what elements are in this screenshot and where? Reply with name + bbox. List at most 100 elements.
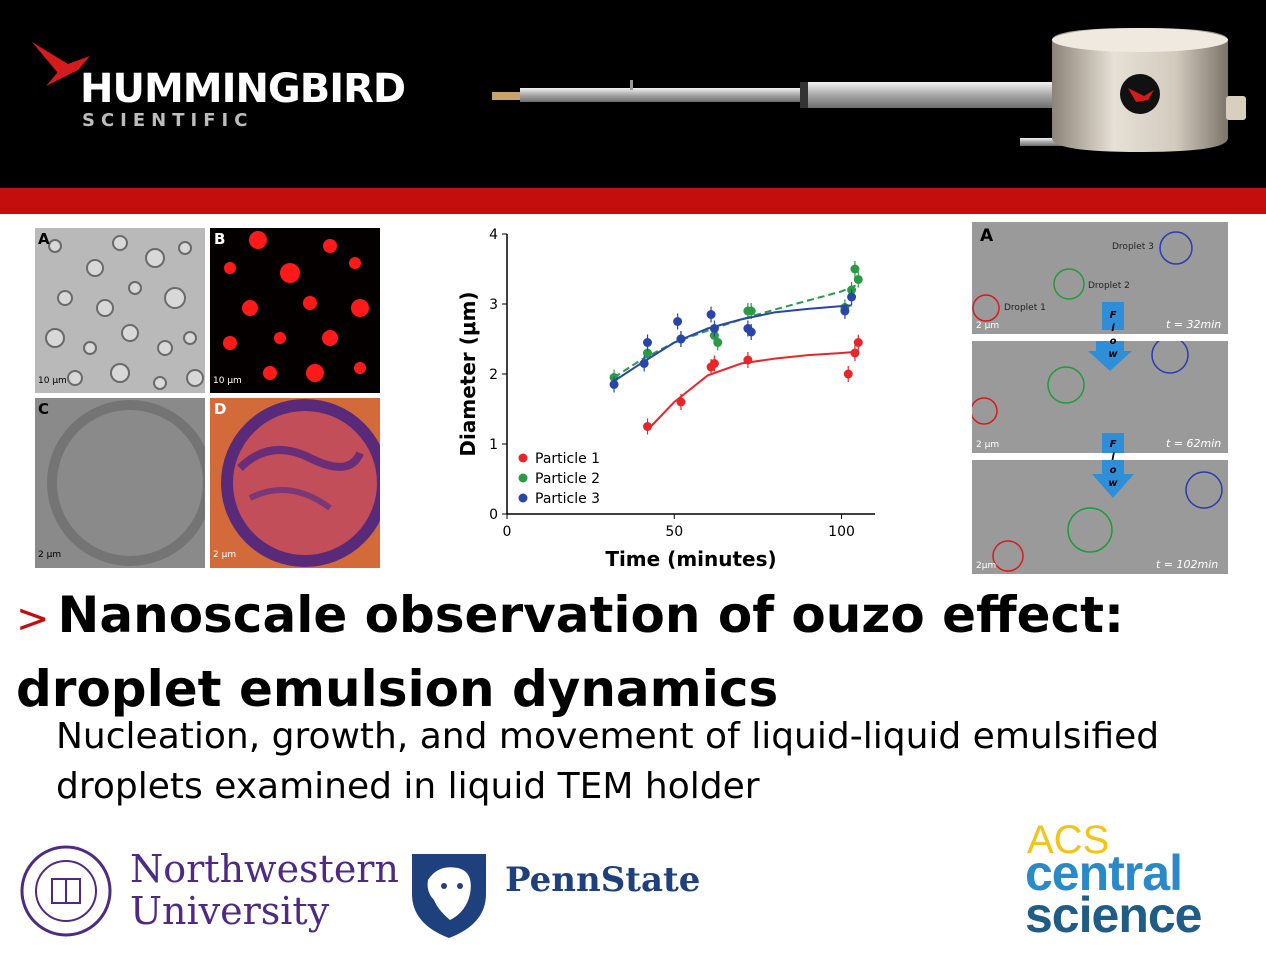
bullet-chevron-icon: > (16, 596, 50, 642)
flow-frame-2: t = 62min 2 μm (972, 341, 1228, 453)
flow-letter: o (1109, 336, 1117, 347)
data-point (746, 327, 756, 337)
x-axis-label: Time (minutes) (605, 547, 776, 571)
northwestern-logo: Northwestern University (130, 848, 399, 932)
frame-time-label: t = 62min (1166, 437, 1222, 450)
data-point (850, 264, 860, 274)
panel-label: A (980, 226, 994, 246)
micrograph-panel-b: B 10 μm (210, 228, 380, 393)
data-point (746, 306, 756, 316)
frame-time-label: t = 102min (1156, 558, 1219, 571)
data-point (853, 275, 863, 284)
droplet-label-1: Droplet 1 (1004, 303, 1046, 313)
micrograph-panel-d: D 2 μm (210, 398, 380, 568)
brand-subname: SCIENTIFIC (82, 110, 254, 131)
legend-entry: Particle 3 (535, 491, 600, 507)
panel-label: A (38, 230, 50, 248)
flow-letter: F (1109, 439, 1117, 450)
accent-bar (0, 188, 1266, 214)
legend-marker (518, 493, 528, 503)
flow-frame-3: t = 102min 2μm (972, 460, 1228, 574)
droplet-micrograph-image (45, 235, 204, 390)
flow-letter: l (1111, 452, 1115, 463)
tem-droplet-colormap-image (221, 399, 380, 567)
flow-letter: w (1108, 478, 1118, 489)
data-point (643, 348, 653, 358)
data-point (676, 334, 686, 344)
scale-bar-label: 2 μm (976, 321, 1000, 331)
legend-entry: Particle 1 (535, 451, 600, 467)
acs-line-1: ACS (1027, 818, 1110, 862)
scale-bar-label: 10 μm (213, 376, 242, 386)
nu-line-1: Northwestern (130, 847, 399, 891)
fluorescence-image (223, 231, 369, 382)
acs-line-3: science (1025, 887, 1202, 943)
y-tick-label: 0 (489, 507, 498, 523)
data-point (743, 355, 753, 365)
flow-letter: F (1109, 310, 1117, 321)
x-tick-label: 50 (665, 524, 683, 540)
chart-background (455, 220, 875, 575)
y-tick-label: 1 (489, 437, 498, 453)
slide-title: > Nanoscale observation of ouzo effect: d… (16, 580, 1256, 724)
pennstate-logo: PennState (505, 860, 701, 900)
data-point (709, 324, 719, 333)
header-banner: HUMMINGBIRD SCIENTIFIC (0, 0, 1266, 188)
slide-subtitle: Nucleation, growth, and movement of liqu… (56, 712, 1256, 812)
data-point (713, 338, 723, 347)
frame-time-label: t = 32min (1166, 318, 1222, 331)
data-point (643, 338, 653, 347)
subtitle-line-2: droplets examined in liquid TEM holder (56, 766, 760, 807)
y-tick-label: 3 (489, 297, 498, 313)
flow-arrow-label: F l o w (1107, 438, 1119, 490)
scale-bar-label: 10 μm (38, 376, 67, 386)
data-point (853, 338, 863, 347)
micrograph-panel-a: A 10 μm (35, 228, 205, 393)
y-tick-label: 2 (489, 367, 498, 383)
scale-bar-label: 2 μm (976, 440, 1000, 450)
data-point (676, 397, 686, 407)
legend-entry: Particle 2 (535, 471, 600, 487)
fit-line-3 (613, 304, 852, 382)
y-tick-label: 4 (489, 227, 498, 243)
droplet-label-3: Droplet 3 (1112, 242, 1154, 252)
title-line-1: Nanoscale observation of ouzo effect: (57, 586, 1125, 644)
panel-label: B (214, 230, 226, 248)
scale-bar-label: 2 μm (38, 550, 62, 560)
data-point (673, 317, 683, 326)
acs-line-2: central (1025, 845, 1183, 901)
data-point (706, 310, 716, 319)
scale-bar-label: 2 μm (213, 550, 237, 560)
flow-frame-1: A Droplet 3 Droplet 2 Droplet 1 t = 32mi… (972, 222, 1228, 334)
panel-label: D (214, 400, 227, 418)
legend-marker (518, 453, 528, 463)
nu-line-2: University (130, 889, 330, 933)
fit-line-1 (646, 350, 859, 431)
droplet-tracking-image (972, 231, 1193, 330)
droplet-tracking-image (972, 341, 1189, 453)
flow-letter: o (1109, 465, 1117, 476)
droplet-label-2: Droplet 2 (1088, 281, 1130, 291)
hummingbird-logo-icon (32, 42, 90, 86)
flow-arrow-label: F l o w (1107, 309, 1119, 361)
y-axis-label: Diameter (μm) (456, 291, 480, 456)
data-point (850, 348, 860, 358)
fit-line-2 (613, 283, 859, 379)
diameter-time-chart: 0 1 2 3 4 0 50 100 Time (minutes) Diameter (μm) Pa… (455, 220, 875, 575)
flow-letter: w (1108, 349, 1118, 360)
panel-label: C (38, 400, 50, 418)
title-line-2: droplet emulsion dynamics (16, 660, 779, 718)
tem-droplet-image (47, 400, 205, 566)
data-point (847, 292, 857, 302)
flow-letter: l (1111, 323, 1115, 334)
x-tick-label: 0 (503, 524, 512, 540)
data-point (639, 359, 649, 368)
droplet-tracking-image (992, 460, 1223, 572)
scale-bar-label: 2μm (976, 561, 997, 571)
data-point (609, 380, 619, 389)
pennstate-shield-icon (412, 854, 486, 938)
northwestern-seal-icon (20, 845, 112, 937)
brand-name: HUMMINGBIRD (80, 66, 406, 112)
data-point (843, 369, 853, 379)
data-point (643, 422, 653, 431)
